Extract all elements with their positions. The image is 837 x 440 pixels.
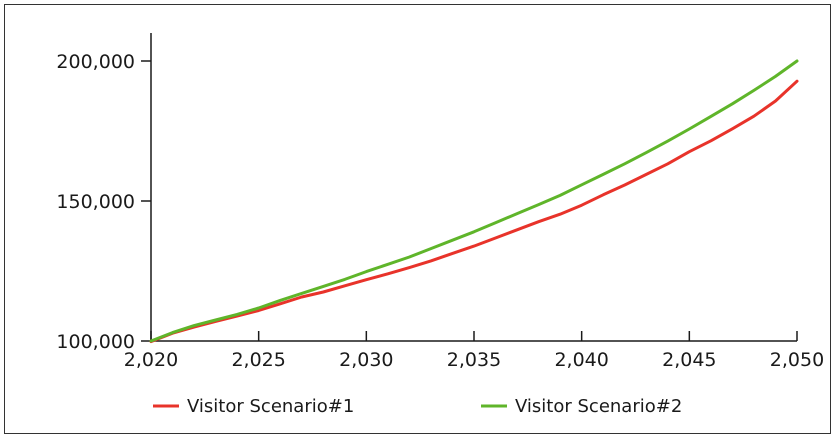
x-tick-label: 2,020 <box>124 349 178 371</box>
line-chart: 100,000 150,000 200,000 2,020 2,025 2,030 2,03… <box>56 33 824 417</box>
x-tick-label: 2,045 <box>662 349 716 371</box>
series-line-2 <box>149 59 799 343</box>
y-tick-label: 100,000 <box>56 331 135 353</box>
x-tick-label: 2,030 <box>339 349 393 371</box>
chart-frame: 100,000 150,000 200,000 2,020 2,025 2,030 2,03… <box>4 4 831 434</box>
series-line-1 <box>149 79 799 344</box>
y-tick-label: 200,000 <box>56 51 135 73</box>
x-tick-label: 2,025 <box>231 349 285 371</box>
y-tick-label: 150,000 <box>56 191 135 213</box>
legend-label-2: Visitor Scenario#2 <box>515 396 682 417</box>
x-tick-label: 2,040 <box>554 349 608 371</box>
x-tick-label: 2,050 <box>770 349 824 371</box>
legend-label-1: Visitor Scenario#1 <box>187 396 354 417</box>
x-tick-label: 2,035 <box>447 349 501 371</box>
